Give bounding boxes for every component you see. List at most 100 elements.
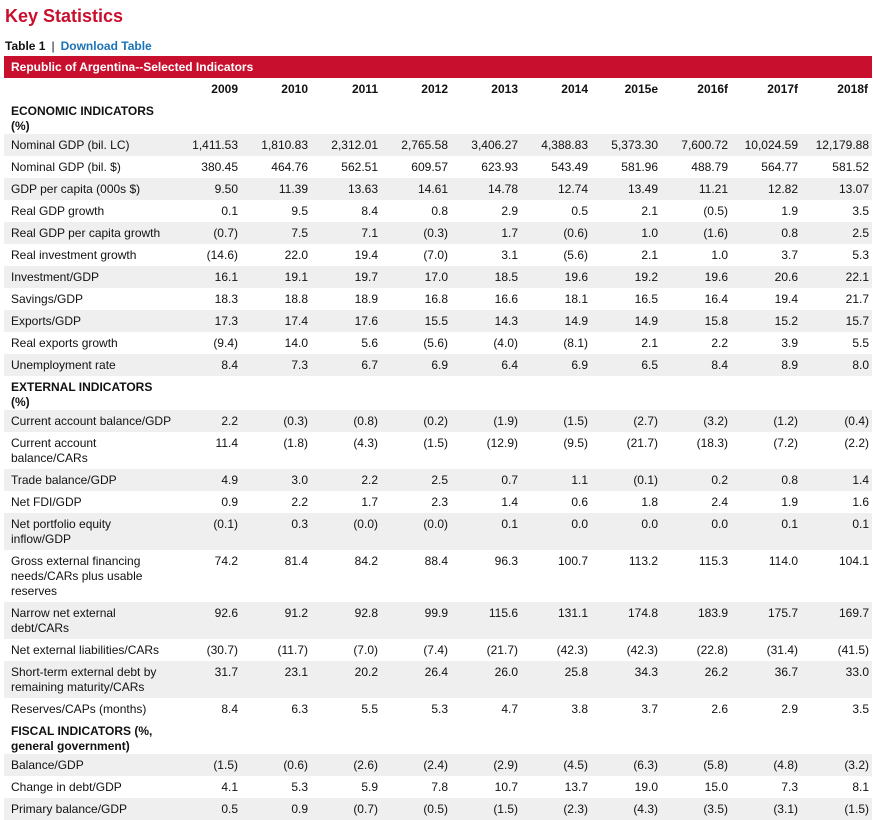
value-cell: 2.1 bbox=[592, 244, 662, 266]
row-label: Net FDI/GDP bbox=[4, 491, 172, 513]
value-cell: 1.9 bbox=[732, 200, 802, 222]
value-cell: (42.3) bbox=[522, 639, 592, 661]
value-cell: 18.8 bbox=[242, 288, 312, 310]
value-cell: 7.1 bbox=[312, 222, 382, 244]
value-cell: 0.9 bbox=[172, 491, 242, 513]
value-cell: 2.2 bbox=[172, 410, 242, 432]
value-cell: 15.7 bbox=[802, 310, 872, 332]
table-row: Net external liabilities/CARs (30.7) (11.7… bbox=[4, 639, 872, 661]
value-cell: 12,179.88 bbox=[802, 134, 872, 156]
row-label: Real GDP per capita growth bbox=[4, 222, 172, 244]
value-cell: (8.1) bbox=[522, 332, 592, 354]
year-header-row: 2009 2010 2011 2012 2013 2014 2015e 2016f 2017f 2… bbox=[4, 78, 872, 100]
year-header: 2013 bbox=[452, 78, 522, 100]
statistics-table: 2009 2010 2011 2012 2013 2014 2015e 2016f 2017f 2… bbox=[4, 78, 872, 820]
value-cell: 25.8 bbox=[522, 661, 592, 698]
value-cell: 5.6 bbox=[312, 332, 382, 354]
value-cell: 26.4 bbox=[382, 661, 452, 698]
value-cell: (31.4) bbox=[732, 639, 802, 661]
row-label: Narrow net external debt/CARs bbox=[4, 602, 172, 639]
value-cell: 5.3 bbox=[382, 698, 452, 720]
value-cell: 3,406.27 bbox=[452, 134, 522, 156]
value-cell: 0.8 bbox=[732, 222, 802, 244]
value-cell: (7.4) bbox=[382, 639, 452, 661]
value-cell: 99.9 bbox=[382, 602, 452, 639]
row-label: Nominal GDP (bil. $) bbox=[4, 156, 172, 178]
header-label-cell bbox=[4, 78, 172, 100]
empty-cell bbox=[522, 100, 592, 134]
value-cell: 3.5 bbox=[802, 200, 872, 222]
section-title: EXTERNAL INDICATORS (%) bbox=[4, 376, 172, 410]
value-cell: (30.7) bbox=[172, 639, 242, 661]
value-cell: 2.2 bbox=[662, 332, 732, 354]
value-cell: 84.2 bbox=[312, 550, 382, 602]
download-table-link[interactable]: Download Table bbox=[60, 39, 152, 53]
value-cell: 1.7 bbox=[452, 222, 522, 244]
value-cell: 169.7 bbox=[802, 602, 872, 639]
value-cell: 19.6 bbox=[662, 266, 732, 288]
value-cell: 15.0 bbox=[662, 776, 732, 798]
row-label: Nominal GDP (bil. LC) bbox=[4, 134, 172, 156]
value-cell: 18.3 bbox=[172, 288, 242, 310]
value-cell: (2.4) bbox=[382, 754, 452, 776]
row-label: Change in debt/GDP bbox=[4, 776, 172, 798]
year-header: 2011 bbox=[312, 78, 382, 100]
value-cell: 0.2 bbox=[662, 469, 732, 491]
value-cell: 3.7 bbox=[592, 698, 662, 720]
value-cell: 5.9 bbox=[312, 776, 382, 798]
value-cell: 8.4 bbox=[312, 200, 382, 222]
value-cell: 114.0 bbox=[732, 550, 802, 602]
empty-cell bbox=[592, 100, 662, 134]
value-cell: 9.50 bbox=[172, 178, 242, 200]
value-cell: (6.3) bbox=[592, 754, 662, 776]
value-cell: 2.1 bbox=[592, 332, 662, 354]
value-cell: 16.1 bbox=[172, 266, 242, 288]
table-row: Trade balance/GDP 4.9 3.0 2.2 2.5 0.7 1.1 (0.1)… bbox=[4, 469, 872, 491]
value-cell: 7.8 bbox=[382, 776, 452, 798]
value-cell: (41.5) bbox=[802, 639, 872, 661]
value-cell: (4.8) bbox=[732, 754, 802, 776]
value-cell: 12.74 bbox=[522, 178, 592, 200]
table-row: Investment/GDP 16.1 19.1 19.7 17.0 18.5 19.6 19… bbox=[4, 266, 872, 288]
section-header-row: FISCAL INDICATORS (%, general government… bbox=[4, 720, 872, 754]
value-cell: (1.5) bbox=[382, 432, 452, 469]
value-cell: 19.7 bbox=[312, 266, 382, 288]
table-row: Exports/GDP 17.3 17.4 17.6 15.5 14.3 14.9 14.9 1… bbox=[4, 310, 872, 332]
value-cell: (18.3) bbox=[662, 432, 732, 469]
empty-cell bbox=[172, 720, 242, 754]
value-cell: 14.9 bbox=[522, 310, 592, 332]
empty-cell bbox=[802, 720, 872, 754]
value-cell: 174.8 bbox=[592, 602, 662, 639]
value-cell: (5.8) bbox=[662, 754, 732, 776]
value-cell: 380.45 bbox=[172, 156, 242, 178]
value-cell: 5.3 bbox=[802, 244, 872, 266]
value-cell: 7.3 bbox=[242, 354, 312, 376]
value-cell: (1.5) bbox=[802, 798, 872, 820]
value-cell: 100.7 bbox=[522, 550, 592, 602]
value-cell: 464.76 bbox=[242, 156, 312, 178]
value-cell: 81.4 bbox=[242, 550, 312, 602]
table-row: Balance/GDP (1.5) (0.6) (2.6) (2.4) (2.9) (4.5… bbox=[4, 754, 872, 776]
empty-cell bbox=[382, 376, 452, 410]
table-row: Unemployment rate 8.4 7.3 6.7 6.9 6.4 6.9 6.5 8.… bbox=[4, 354, 872, 376]
value-cell: (1.6) bbox=[662, 222, 732, 244]
value-cell: 564.77 bbox=[732, 156, 802, 178]
value-cell: 92.6 bbox=[172, 602, 242, 639]
page-title: Key Statistics bbox=[5, 6, 124, 26]
table-row: Savings/GDP 18.3 18.8 18.9 16.8 16.6 18.1 16.5 1… bbox=[4, 288, 872, 310]
value-cell: 8.4 bbox=[172, 354, 242, 376]
value-cell: 18.9 bbox=[312, 288, 382, 310]
value-cell: 18.5 bbox=[452, 266, 522, 288]
value-cell: 15.5 bbox=[382, 310, 452, 332]
value-cell: 0.7 bbox=[452, 469, 522, 491]
section-title: ECONOMIC INDICATORS (%) bbox=[4, 100, 172, 134]
value-cell: (0.1) bbox=[592, 469, 662, 491]
value-cell: (14.6) bbox=[172, 244, 242, 266]
value-cell: (0.2) bbox=[382, 410, 452, 432]
value-cell: 2,765.58 bbox=[382, 134, 452, 156]
value-cell: 562.51 bbox=[312, 156, 382, 178]
empty-cell bbox=[452, 720, 522, 754]
value-cell: (3.5) bbox=[662, 798, 732, 820]
empty-cell bbox=[242, 100, 312, 134]
value-cell: 581.96 bbox=[592, 156, 662, 178]
